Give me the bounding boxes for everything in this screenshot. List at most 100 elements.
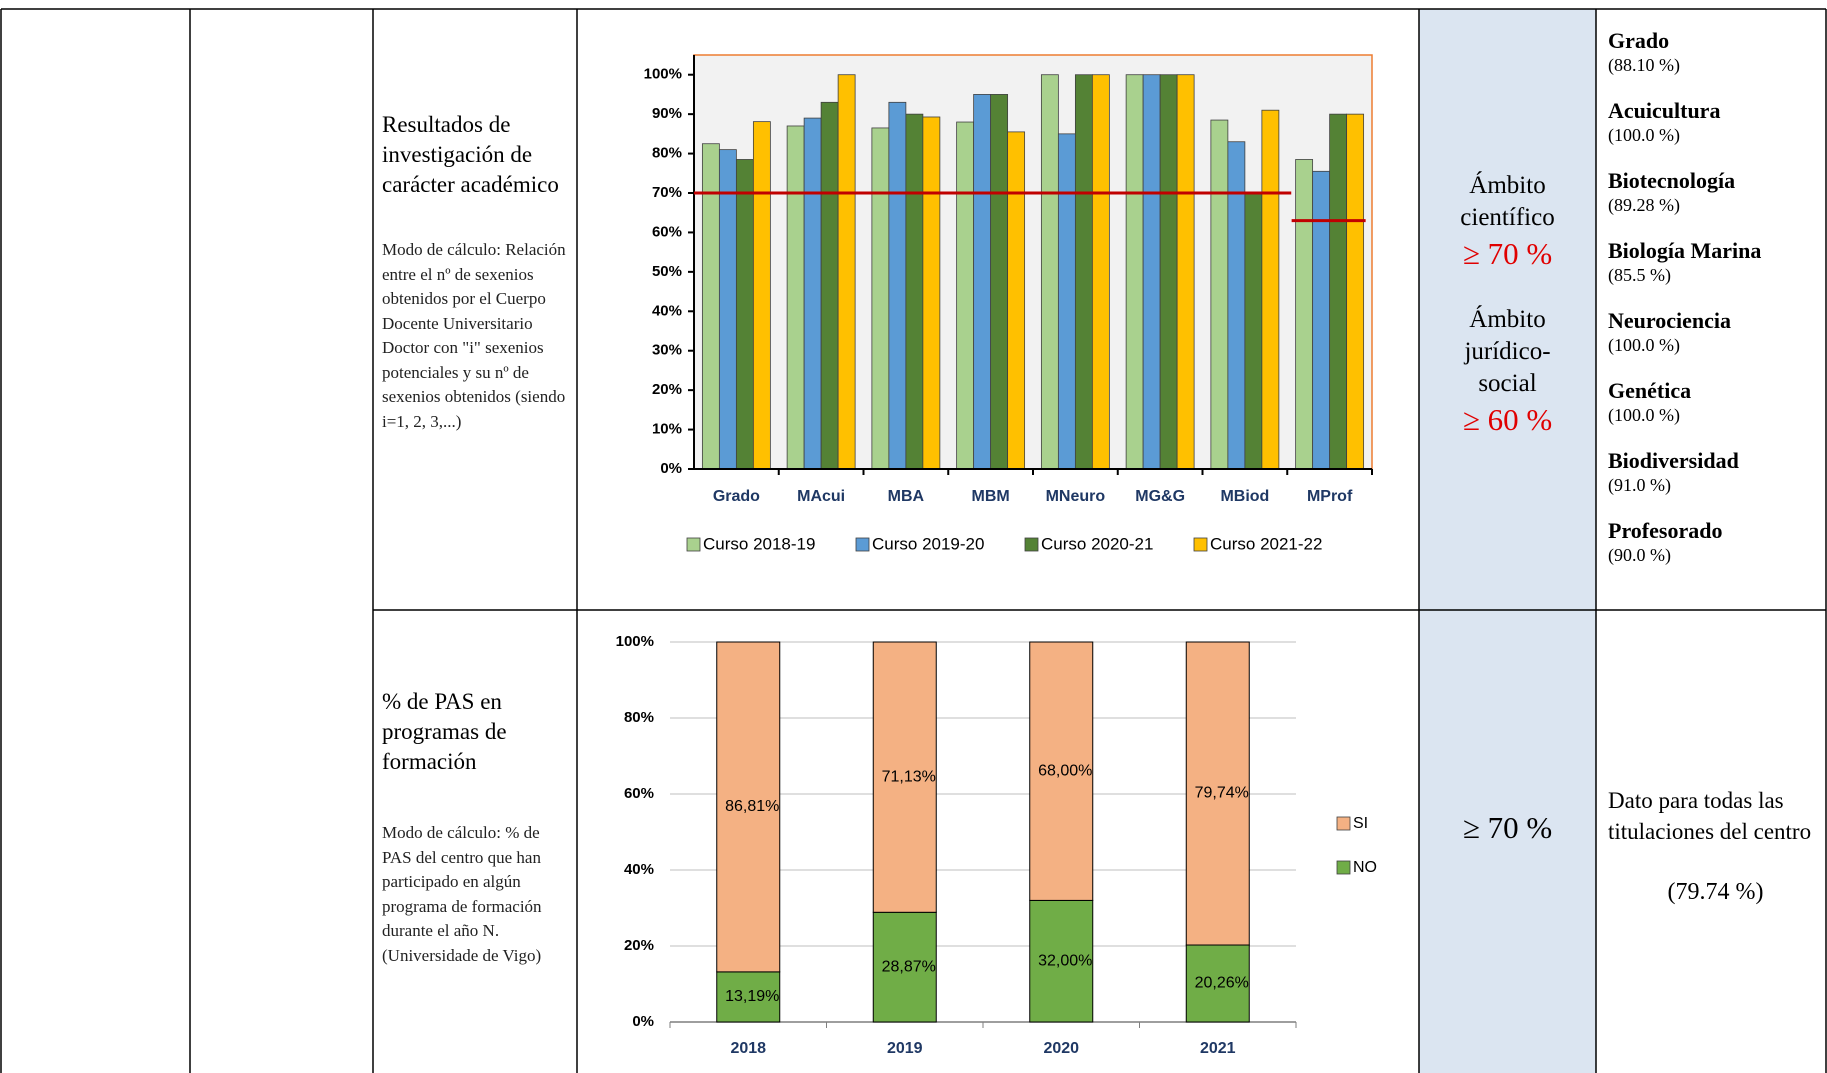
legend-label: SI bbox=[1353, 815, 1368, 832]
result-value: (89.28 %) bbox=[1608, 195, 1680, 215]
result-name: Profesorado bbox=[1608, 518, 1723, 543]
legend-label: NO bbox=[1353, 859, 1377, 876]
bar bbox=[888, 101, 907, 470]
y-tick-label: 90% bbox=[652, 105, 682, 122]
bar bbox=[1074, 74, 1093, 470]
x-tick-label: 2021 bbox=[1200, 1040, 1236, 1057]
legend-label: Curso 2020-21 bbox=[1041, 534, 1153, 553]
legend-label: Curso 2019-20 bbox=[872, 534, 984, 553]
bar-segment bbox=[1029, 899, 1094, 1023]
bar bbox=[1244, 192, 1263, 470]
y-tick-label: 100% bbox=[616, 633, 654, 650]
result-name: Biotecnología bbox=[1608, 168, 1736, 193]
bar bbox=[1040, 74, 1059, 470]
y-tick-label: 0% bbox=[660, 460, 682, 477]
x-tick-label: MProf bbox=[1307, 488, 1353, 505]
bar-segment bbox=[872, 641, 937, 913]
bar-segment bbox=[1185, 641, 1250, 946]
y-tick-label: 0% bbox=[632, 1013, 654, 1030]
bar bbox=[803, 117, 822, 470]
legend-swatch bbox=[1336, 816, 1351, 831]
data-label: 68,00% bbox=[1038, 762, 1092, 779]
bar bbox=[1142, 74, 1161, 470]
legend-swatch bbox=[1336, 860, 1351, 875]
bar-segment bbox=[872, 911, 937, 1023]
x-tick-label: 2019 bbox=[887, 1040, 923, 1057]
result-value: (100.0 %) bbox=[1608, 405, 1680, 425]
bar bbox=[973, 94, 992, 470]
y-tick-label: 30% bbox=[652, 342, 682, 359]
x-tick-label: MBA bbox=[888, 488, 925, 505]
bar bbox=[1159, 74, 1178, 470]
y-tick-label: 80% bbox=[652, 145, 682, 162]
legend-label: Curso 2021-22 bbox=[1210, 534, 1322, 553]
bar bbox=[1125, 74, 1144, 470]
target-scope: Ámbito jurídico-social bbox=[1464, 306, 1551, 397]
legend-label: Curso 2018-19 bbox=[703, 534, 815, 553]
data-label: 32,00% bbox=[1038, 952, 1092, 969]
bar bbox=[1057, 133, 1076, 470]
x-tick-label: MNeuro bbox=[1046, 488, 1106, 505]
result-value: (88.10 %) bbox=[1608, 55, 1680, 75]
result-value: (79.74 %) bbox=[1667, 879, 1764, 905]
y-tick-label: 20% bbox=[652, 381, 682, 398]
bar bbox=[922, 116, 941, 470]
bar-segment bbox=[716, 971, 781, 1023]
result-value: (100.0 %) bbox=[1608, 335, 1680, 355]
legend-swatch bbox=[855, 537, 870, 552]
bar bbox=[905, 113, 924, 470]
y-tick-label: 60% bbox=[652, 223, 682, 240]
x-tick-label: MBiod bbox=[1220, 488, 1269, 505]
bar bbox=[1210, 119, 1229, 470]
x-tick-label: 2018 bbox=[730, 1040, 766, 1057]
bar bbox=[820, 101, 839, 470]
y-tick-label: 40% bbox=[652, 302, 682, 319]
bar bbox=[1261, 109, 1280, 470]
target-value: ≥ 70 % bbox=[1462, 236, 1553, 271]
result-value: (91.0 %) bbox=[1608, 475, 1671, 495]
legend-swatch bbox=[1024, 537, 1039, 552]
results-note: Dato para todas las titulaciones del cen… bbox=[1608, 788, 1812, 844]
result-name: Acuicultura bbox=[1608, 98, 1721, 123]
data-label: 79,74% bbox=[1195, 785, 1249, 802]
bar bbox=[1312, 170, 1331, 470]
indicator-cell: % de PAS en programas de formación Modo … bbox=[382, 687, 570, 968]
bar bbox=[837, 74, 856, 470]
y-tick-label: 70% bbox=[652, 184, 682, 201]
data-label: 20,26% bbox=[1195, 975, 1249, 992]
bar bbox=[1346, 113, 1365, 470]
target-cell: ≥ 70 % bbox=[1419, 800, 1596, 856]
y-tick-label: 80% bbox=[624, 709, 654, 726]
bar bbox=[786, 125, 805, 470]
calculation-method: Modo de cálculo: % de PAS del centro que… bbox=[382, 823, 542, 965]
bar-segment bbox=[1029, 641, 1094, 901]
legend-swatch bbox=[686, 537, 701, 552]
calculation-method: Modo de cálculo: Relación entre el nº de… bbox=[382, 240, 566, 431]
bar bbox=[1091, 74, 1110, 470]
x-tick-label: MBM bbox=[972, 488, 1010, 505]
data-label: 28,87% bbox=[882, 958, 936, 975]
result-value: (90.0 %) bbox=[1608, 545, 1671, 565]
bar bbox=[1176, 74, 1195, 470]
bar bbox=[1329, 113, 1348, 470]
bar bbox=[1295, 159, 1314, 470]
bar bbox=[1227, 141, 1246, 470]
result-name: Grado bbox=[1608, 28, 1670, 53]
legend-swatch bbox=[1193, 537, 1208, 552]
target-value: ≥ 60 % bbox=[1462, 402, 1553, 437]
bar bbox=[990, 94, 1009, 470]
table-borders bbox=[0, 8, 1827, 1073]
bar bbox=[956, 121, 975, 470]
indicator-title: % de PAS en programas de formación bbox=[382, 689, 507, 774]
result-name: Genética bbox=[1608, 378, 1692, 403]
results-cell: Grado (88.10 %) Acuicultura (100.0 %) Biotec… bbox=[1608, 28, 1823, 588]
bar bbox=[871, 127, 890, 470]
x-tick-label: MAcui bbox=[797, 488, 845, 505]
bar bbox=[735, 159, 754, 470]
y-tick-label: 60% bbox=[624, 785, 654, 802]
target-column-bg bbox=[1419, 9, 1596, 1073]
y-tick-label: 100% bbox=[644, 66, 682, 83]
result-name: Biodiversidad bbox=[1608, 448, 1739, 473]
